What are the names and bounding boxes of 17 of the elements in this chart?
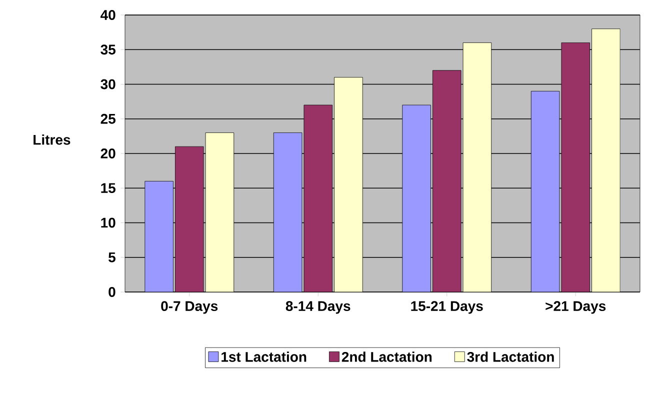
x-tick-label: 0-7 Days xyxy=(161,301,218,314)
legend-label: 3rd Lactation xyxy=(467,352,554,362)
y-tick-label: 35 xyxy=(100,44,116,55)
y-tick-label: 5 xyxy=(108,252,116,262)
legend-label: 2nd Lactation xyxy=(342,352,432,362)
y-tick-label: 10 xyxy=(101,218,116,228)
y-tick-label: 20 xyxy=(100,148,116,158)
y-axis-title: Litres xyxy=(34,134,70,145)
y-tick-label: 25 xyxy=(100,114,116,124)
legend-label: 1st Lactation xyxy=(222,352,306,362)
y-tick-label: 15 xyxy=(101,183,116,194)
y-tick-label: 40 xyxy=(100,10,116,20)
x-tick-label: 15-21 Days xyxy=(411,301,483,314)
x-tick-label: 8-14 Days xyxy=(286,301,350,314)
y-tick-label: 30 xyxy=(100,79,116,90)
y-tick-label: 0 xyxy=(108,287,116,297)
x-tick-label: >21 Days xyxy=(546,301,606,314)
